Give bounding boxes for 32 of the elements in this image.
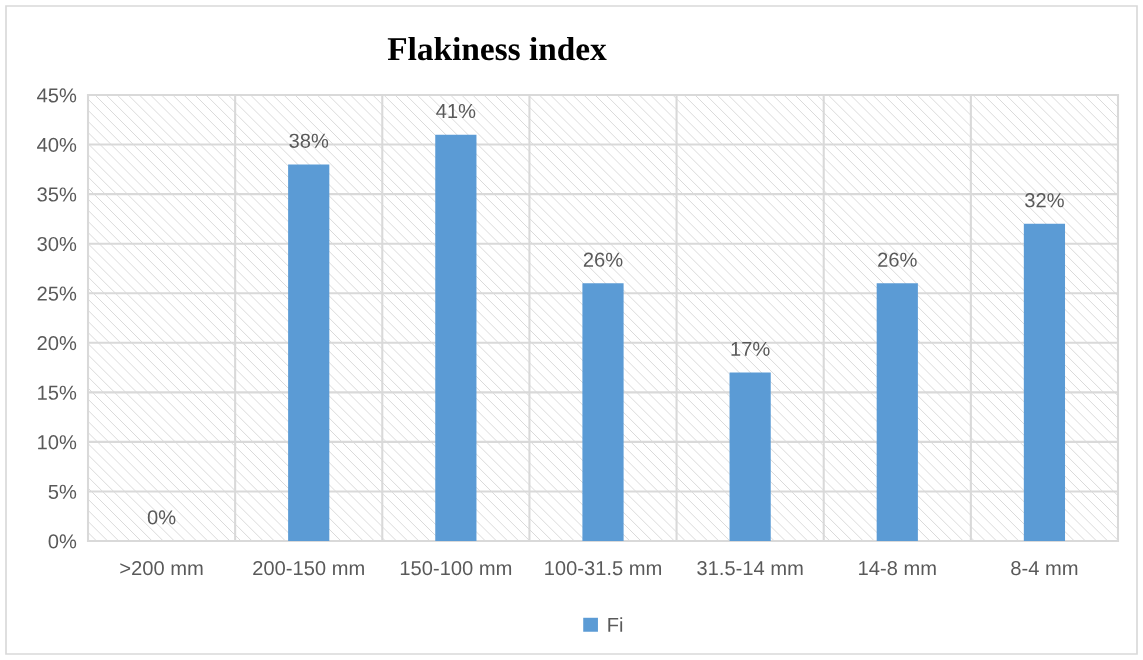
bar	[876, 283, 918, 541]
data-label: 26%	[878, 252, 917, 267]
data-label: 41%	[436, 103, 476, 119]
data-label: 32%	[1025, 193, 1064, 208]
bar	[1023, 223, 1066, 541]
bar	[435, 134, 477, 541]
y-tick-label: 0%	[48, 534, 77, 549]
data-label: 38%	[289, 133, 329, 148]
x-tick-label: >200 mm	[120, 560, 203, 576]
y-tick-label: 35%	[37, 187, 77, 202]
data-label: 17%	[731, 341, 770, 356]
x-tick-label: 150-100 mm	[400, 560, 512, 576]
x-tick-label: 14-8 mm	[859, 560, 936, 576]
bar	[288, 164, 330, 541]
y-tick-label: 30%	[37, 236, 77, 252]
x-tick-label: 8-4 mm	[1011, 560, 1078, 576]
y-tick-label: 5%	[48, 484, 77, 499]
x-tick-label: 100-31.5 mm	[545, 560, 661, 576]
y-tick-label: 10%	[38, 435, 77, 450]
y-tick-label: 40%	[37, 137, 77, 153]
data-label: 0%	[147, 510, 176, 525]
x-tick-label: 31.5-14 mm	[697, 560, 803, 576]
y-tick-label: 20%	[37, 336, 77, 351]
y-tick-label: 25%	[37, 286, 77, 301]
x-tick-label: 200-150 mm	[253, 560, 364, 576]
bar	[729, 372, 771, 541]
legend-label: Fi	[608, 617, 623, 632]
y-tick-label: 15%	[38, 385, 77, 400]
y-tick-label: 45%	[37, 88, 77, 103]
bar	[582, 283, 624, 541]
chart-title: Flakiness index	[387, 36, 607, 61]
data-label: 26%	[583, 252, 623, 267]
